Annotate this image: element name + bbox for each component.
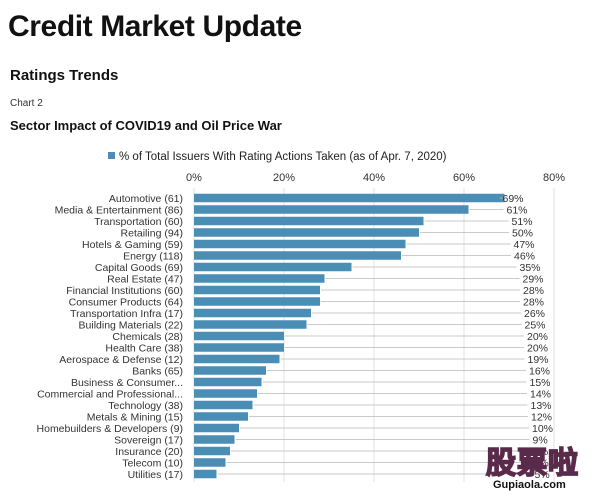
category-label: Real Estate (47) <box>107 273 183 285</box>
category-label: Business & Consumer... <box>71 377 183 389</box>
value-label: 26% <box>524 308 545 320</box>
bar <box>194 239 406 249</box>
section-title: Ratings Trends <box>10 67 119 84</box>
value-label: 20% <box>527 342 548 354</box>
bar <box>194 297 320 306</box>
value-label: 46% <box>514 250 535 262</box>
bar <box>194 366 266 375</box>
bar <box>194 458 226 467</box>
category-label: Building Materials (22) <box>79 319 183 331</box>
bar <box>194 320 307 329</box>
report-title: Credit Market Update <box>8 10 302 43</box>
category-label: Energy (118) <box>123 250 183 262</box>
bar <box>194 446 230 456</box>
value-label: 9% <box>533 434 548 446</box>
watermark-logo: 股票啦 <box>485 446 579 481</box>
value-label: 13% <box>531 400 552 412</box>
value-label: 69% <box>503 193 524 205</box>
value-label: 10% <box>532 423 553 435</box>
value-label: 61% <box>507 204 528 216</box>
value-label: 51% <box>512 216 533 228</box>
category-label: Telecom (10) <box>122 457 183 469</box>
value-label: 35% <box>520 262 541 274</box>
value-label: 28% <box>523 285 544 297</box>
value-label: 47% <box>514 239 535 251</box>
category-label: Transportation (60) <box>94 216 183 228</box>
legend-label: % of Total Issuers With Rating Actions T… <box>119 151 447 163</box>
bar <box>194 228 419 237</box>
bar <box>194 354 280 364</box>
bar <box>194 389 257 398</box>
category-label: Utilities (17) <box>128 469 183 481</box>
value-label: 28% <box>523 296 544 308</box>
category-label: Media & Entertainment (86) <box>55 204 183 216</box>
x-tick-label: 0% <box>186 172 202 184</box>
category-label: Sovereign (17) <box>114 434 183 446</box>
bar <box>194 274 325 283</box>
category-label: Consumer Products (64) <box>69 296 183 308</box>
bar <box>194 435 235 444</box>
bar <box>194 412 248 421</box>
bar <box>194 251 401 260</box>
bar <box>194 285 320 295</box>
chart-title: Sector Impact of COVID19 and Oil Price W… <box>10 118 282 133</box>
bar <box>194 423 239 433</box>
category-label: Capital Goods (69) <box>95 262 183 274</box>
bar <box>194 331 284 341</box>
category-label: Automotive (61) <box>109 193 183 205</box>
legend-swatch <box>108 152 115 159</box>
x-tick-label: 80% <box>543 172 565 184</box>
category-label: Metals & Mining (15) <box>87 411 183 423</box>
bar <box>194 205 469 214</box>
bar <box>194 400 253 410</box>
category-label: Banks (65) <box>132 365 183 377</box>
category-label: Retailing (94) <box>121 227 183 239</box>
value-label: 14% <box>530 388 551 400</box>
bar <box>194 308 311 318</box>
value-label: 16% <box>529 365 550 377</box>
x-tick-label: 60% <box>453 172 475 184</box>
bar <box>194 262 352 272</box>
bar <box>194 343 284 352</box>
chart-number: Chart 2 <box>10 98 43 109</box>
category-label: Homebuilders & Developers (9) <box>37 423 183 435</box>
category-label: Commercial and Professional... <box>37 388 183 400</box>
category-label: Hotels & Gaming (59) <box>82 239 183 251</box>
bar <box>194 193 505 203</box>
bar <box>194 469 217 479</box>
category-label: Financial Institutions (60) <box>66 285 183 297</box>
value-label: 12% <box>531 411 552 423</box>
value-label: 25% <box>525 319 546 331</box>
category-label: Transportation Infra (17) <box>70 308 183 320</box>
category-label: Insurance (20) <box>115 446 183 458</box>
category-label: Technology (38) <box>108 400 183 412</box>
watermark-url: Gupiaola.com <box>493 479 566 491</box>
value-label: 7% <box>534 457 549 469</box>
category-label: Aerospace & Defense (12) <box>59 354 183 366</box>
bar <box>194 377 262 387</box>
value-label: 8% <box>533 446 548 458</box>
x-tick-label: 40% <box>363 172 385 184</box>
value-label: 29% <box>523 273 544 285</box>
value-label: 5% <box>535 469 550 481</box>
category-label: Chemicals (28) <box>112 331 183 343</box>
value-label: 20% <box>527 331 548 343</box>
bar <box>194 216 424 226</box>
value-label: 50% <box>512 227 533 239</box>
value-label: 19% <box>528 354 549 366</box>
value-label: 15% <box>530 377 551 389</box>
x-tick-label: 20% <box>273 172 295 184</box>
category-label: Health Care (38) <box>105 342 183 354</box>
